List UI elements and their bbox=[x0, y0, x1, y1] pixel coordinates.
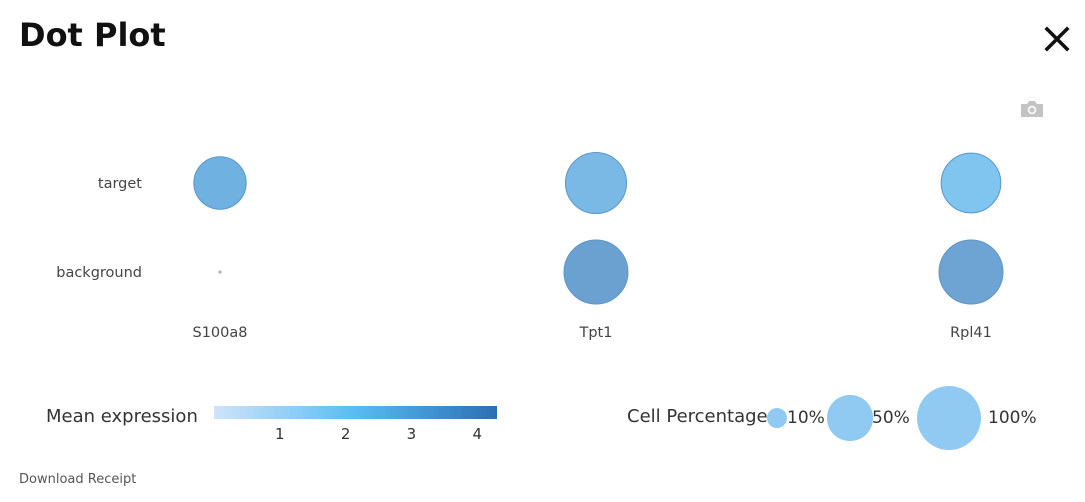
camera-button[interactable] bbox=[1018, 97, 1046, 121]
size-legend-label: 10% bbox=[787, 408, 825, 428]
y-tick-label: target bbox=[98, 176, 142, 192]
color-legend-tick: 1 bbox=[275, 425, 285, 443]
dot-target-tpt1[interactable] bbox=[564, 151, 628, 215]
close-button[interactable] bbox=[1040, 24, 1074, 54]
color-legend-tick: 3 bbox=[406, 425, 417, 443]
size-legend-label: 50% bbox=[872, 408, 910, 428]
color-legend-title: Mean expression bbox=[46, 406, 198, 427]
size-legend-dot bbox=[917, 386, 981, 450]
color-legend-bar bbox=[214, 406, 497, 419]
dot-background-s100a8[interactable] bbox=[218, 270, 222, 274]
size-legend-dot bbox=[766, 407, 788, 429]
dot-plot: target background S100a8 Tpt1 Rpl41 bbox=[56, 151, 1004, 341]
dot-background-tpt1[interactable] bbox=[563, 239, 629, 305]
color-legend-tick: 2 bbox=[340, 425, 351, 443]
x-tick-label: Tpt1 bbox=[579, 325, 613, 341]
dot-target-rpl41[interactable] bbox=[940, 152, 1002, 214]
size-legend-dot bbox=[827, 395, 873, 441]
size-legend-label: 100% bbox=[988, 408, 1037, 428]
camera-icon bbox=[1021, 101, 1043, 117]
y-tick-label: background bbox=[56, 265, 142, 281]
page-title: Dot Plot bbox=[19, 16, 166, 54]
close-icon bbox=[1044, 26, 1070, 52]
download-receipt-link[interactable]: Download Receipt bbox=[19, 472, 137, 487]
x-tick-label: S100a8 bbox=[193, 325, 248, 341]
x-tick-label: Rpl41 bbox=[950, 325, 992, 341]
color-legend-tick: 4 bbox=[472, 425, 483, 443]
dot-target-s100a8[interactable] bbox=[193, 156, 247, 210]
dot-background-rpl41[interactable] bbox=[938, 239, 1004, 305]
size-legend-title: Cell Percentage: bbox=[627, 406, 774, 427]
